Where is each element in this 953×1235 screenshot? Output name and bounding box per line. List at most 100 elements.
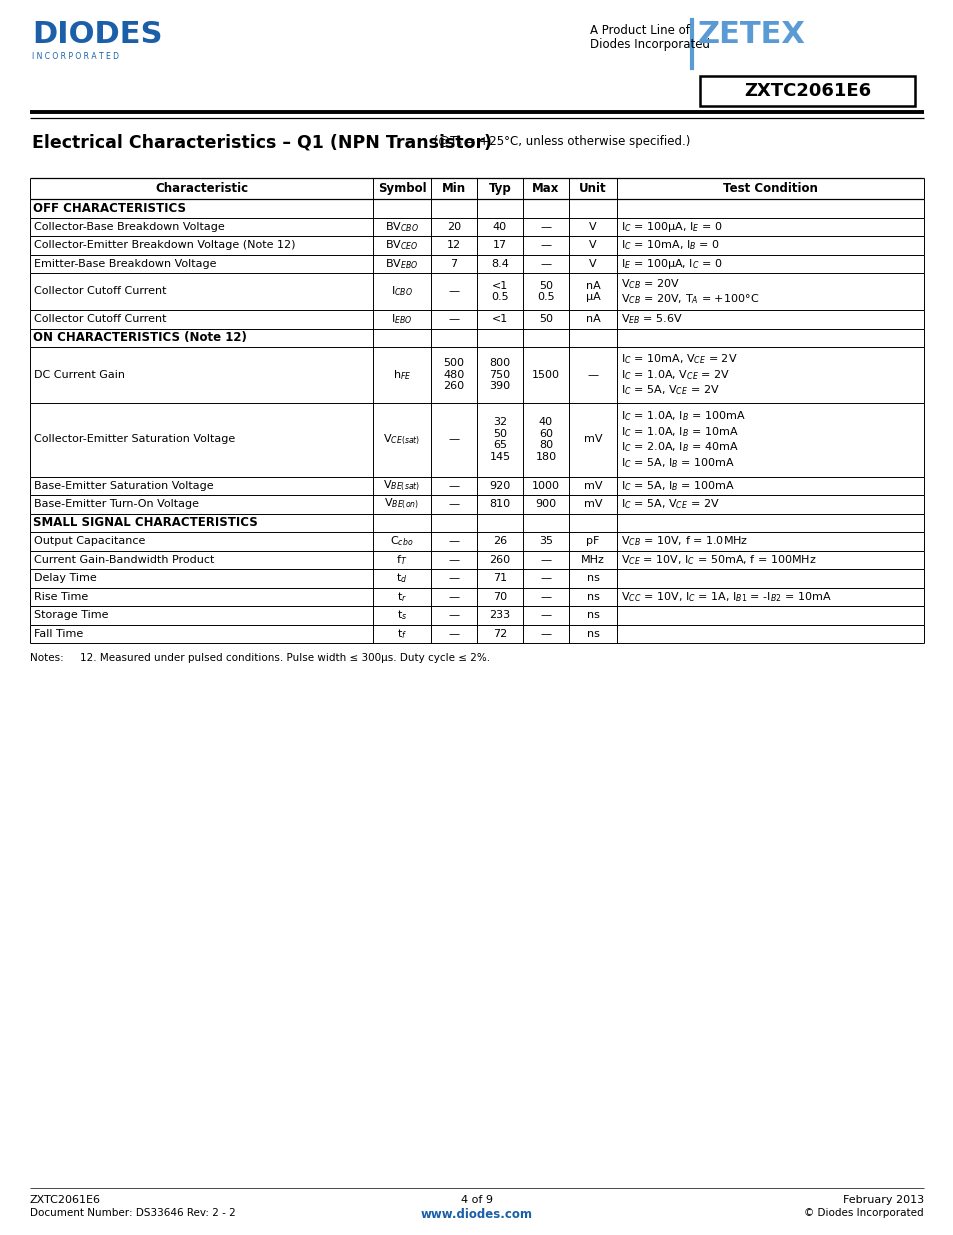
Text: ns: ns [586,573,598,583]
Text: —: — [587,369,598,379]
Text: nA
μA: nA μA [585,280,599,303]
Text: —: — [539,222,551,232]
Text: I$_C$ = 100μA, I$_E$ = 0: I$_C$ = 100μA, I$_E$ = 0 [620,220,722,233]
Text: BV$_{EBO}$: BV$_{EBO}$ [385,257,418,270]
Text: 50: 50 [538,314,553,325]
Text: t$_s$: t$_s$ [396,609,407,622]
Text: ZXTC2061E6: ZXTC2061E6 [30,1195,101,1205]
Text: h$_{FE}$: h$_{FE}$ [393,368,411,382]
Text: 40: 40 [493,222,507,232]
Text: 233: 233 [489,610,510,620]
Text: ZETEX: ZETEX [698,20,805,49]
Text: —: — [539,592,551,601]
Text: Unit: Unit [578,182,606,195]
Text: mV: mV [583,499,601,509]
Text: 810: 810 [489,499,510,509]
Text: 71: 71 [493,573,507,583]
Text: ZXTC2061E6: ZXTC2061E6 [743,82,870,100]
Text: —: — [448,499,459,509]
Text: t$_f$: t$_f$ [396,627,407,641]
Text: Rise Time: Rise Time [34,592,89,601]
Text: Test Condition: Test Condition [722,182,817,195]
Text: mV: mV [583,480,601,490]
Text: nA: nA [585,314,599,325]
Text: 17: 17 [493,241,507,251]
Text: Max: Max [532,182,559,195]
Text: DIODES: DIODES [32,20,162,49]
Text: ns: ns [586,629,598,638]
Text: 70: 70 [493,592,507,601]
Text: —: — [448,480,459,490]
Text: —: — [448,573,459,583]
Text: 72: 72 [493,629,507,638]
Text: BV$_{CBO}$: BV$_{CBO}$ [385,220,418,233]
Text: (@Tₐ = +25°C, unless otherwise specified.): (@Tₐ = +25°C, unless otherwise specified… [430,135,690,148]
Text: 40
60
80
180: 40 60 80 180 [535,417,556,462]
Text: V: V [589,222,597,232]
Text: Diodes Incorporated: Diodes Incorporated [589,38,709,51]
Text: A Product Line of: A Product Line of [589,23,689,37]
Text: V$_{EB}$ = 5.6V: V$_{EB}$ = 5.6V [620,312,682,326]
Text: Base-Emitter Saturation Voltage: Base-Emitter Saturation Voltage [34,480,213,490]
Text: 920: 920 [489,480,510,490]
Text: —: — [539,555,551,564]
Text: —: — [539,610,551,620]
Text: V$_{CC}$ = 10V, I$_C$ = 1A, I$_{B1}$ = -I$_{B2}$ = 10mA: V$_{CC}$ = 10V, I$_C$ = 1A, I$_{B1}$ = -… [620,590,831,604]
Text: 900: 900 [535,499,556,509]
Text: —: — [448,592,459,601]
Text: <1: <1 [492,314,508,325]
Text: —: — [448,629,459,638]
Text: MHz: MHz [580,555,604,564]
Text: —: — [448,287,459,296]
Text: mV: mV [583,435,601,445]
Text: I$_C$ = 5A, V$_{CE}$ = 2V: I$_C$ = 5A, V$_{CE}$ = 2V [620,498,719,511]
Text: —: — [539,573,551,583]
Text: Typ: Typ [488,182,511,195]
Text: Base-Emitter Turn-On Voltage: Base-Emitter Turn-On Voltage [34,499,199,509]
Text: ON CHARACTERISTICS (Note 12): ON CHARACTERISTICS (Note 12) [33,331,247,345]
Text: Electrical Characteristics – Q1 (NPN Transistor): Electrical Characteristics – Q1 (NPN Tra… [32,133,492,151]
Text: <1
0.5: <1 0.5 [491,280,508,303]
Text: C$_{cbo}$: C$_{cbo}$ [390,535,414,548]
Text: 260: 260 [489,555,510,564]
Text: 32
50
65
145: 32 50 65 145 [489,417,510,462]
Text: Symbol: Symbol [377,182,426,195]
Text: f$_T$: f$_T$ [395,553,407,567]
Text: © Diodes Incorporated: © Diodes Incorporated [803,1208,923,1218]
Text: —: — [448,536,459,546]
Text: BV$_{CEO}$: BV$_{CEO}$ [385,238,418,252]
Text: —: — [539,629,551,638]
Text: Document Number: DS33646 Rev: 2 - 2: Document Number: DS33646 Rev: 2 - 2 [30,1208,235,1218]
Text: 800
750
390: 800 750 390 [489,358,510,391]
Text: Collector-Emitter Saturation Voltage: Collector-Emitter Saturation Voltage [34,435,235,445]
Text: V$_{BE(sat)}$: V$_{BE(sat)}$ [383,478,420,493]
Text: V$_{CE}$ = 10V, I$_C$ = 50mA, f = 100MHz: V$_{CE}$ = 10V, I$_C$ = 50mA, f = 100MHz [620,553,816,567]
Text: February 2013: February 2013 [842,1195,923,1205]
Text: Fall Time: Fall Time [34,629,83,638]
Text: t$_r$: t$_r$ [396,590,407,604]
Text: —: — [448,555,459,564]
Text: Characteristic: Characteristic [154,182,248,195]
Text: 35: 35 [538,536,553,546]
Text: I$_C$ = 5A, I$_B$ = 100mA: I$_C$ = 5A, I$_B$ = 100mA [620,479,735,493]
Text: 20: 20 [446,222,460,232]
Text: ns: ns [586,592,598,601]
Text: —: — [539,259,551,269]
Text: —: — [539,241,551,251]
Text: Delay Time: Delay Time [34,573,96,583]
Text: www.diodes.com: www.diodes.com [420,1208,533,1221]
Text: I$_C$ = 10mA, I$_B$ = 0: I$_C$ = 10mA, I$_B$ = 0 [620,238,720,252]
Text: —: — [448,314,459,325]
Text: Collector Cutoff Current: Collector Cutoff Current [34,314,167,325]
Text: Collector-Base Breakdown Voltage: Collector-Base Breakdown Voltage [34,222,225,232]
Text: pF: pF [586,536,599,546]
Text: I$_{EBO}$: I$_{EBO}$ [391,312,413,326]
Text: I$_C$ = 10mA, V$_{CE}$ = 2V
I$_C$ = 1.0A, V$_{CE}$ = 2V
I$_C$ = 5A, V$_{CE}$ = 2: I$_C$ = 10mA, V$_{CE}$ = 2V I$_C$ = 1.0A… [620,352,737,398]
Text: OFF CHARACTERISTICS: OFF CHARACTERISTICS [33,201,186,215]
Text: I$_E$ = 100μA, I$_C$ = 0: I$_E$ = 100μA, I$_C$ = 0 [620,257,722,270]
Text: V$_{BE(on)}$: V$_{BE(on)}$ [384,496,419,511]
Text: Min: Min [441,182,466,195]
Text: Current Gain-Bandwidth Product: Current Gain-Bandwidth Product [34,555,214,564]
Text: I$_{CBO}$: I$_{CBO}$ [391,284,413,299]
Text: V$_{CB}$ = 10V, f = 1.0MHz: V$_{CB}$ = 10V, f = 1.0MHz [620,535,747,548]
